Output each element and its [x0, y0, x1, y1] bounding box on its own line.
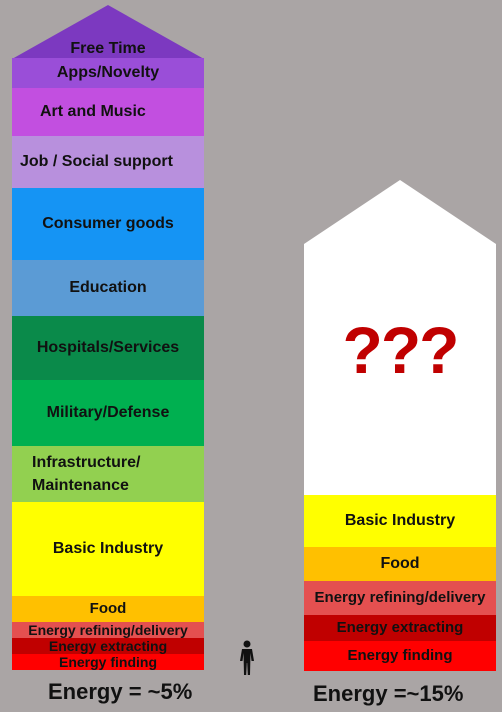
right-layer-extracting-label: Energy extracting [336, 619, 464, 637]
layer-finding-label: Energy finding [59, 653, 157, 670]
right-layer-basic-industry-label: Basic Industry [344, 512, 456, 530]
right-footer: Energy =~15% [313, 681, 463, 707]
layer-hospitals-label: Hospitals/Services [36, 339, 180, 357]
layer-education-label: Education [69, 279, 147, 297]
left-footer-label: Energy = ~5% [48, 679, 193, 704]
layer-food-label: Food [89, 600, 127, 618]
right-layer-food-label: Food [380, 555, 420, 573]
question-marks: ??? [304, 312, 496, 388]
layer-education: Education [12, 260, 204, 316]
right-house-top-shape [304, 180, 496, 495]
layer-job: Job / Social support [12, 136, 204, 188]
left-footer: Energy = ~5% [48, 679, 192, 705]
right-layer-refining: Energy refining/delivery [304, 581, 496, 615]
layer-basic-industry-label: Basic Industry [52, 540, 164, 558]
person-icon [240, 640, 254, 675]
right-layer-extracting: Energy extracting [304, 615, 496, 641]
layer-consumer-label: Consumer goods [42, 215, 174, 233]
layer-job-label: Job / Social support [20, 153, 173, 171]
layer-infrastructure-label-1: Infrastructure/ [32, 453, 141, 471]
person-head [243, 640, 251, 648]
layer-free-time-label: Free Time [70, 40, 146, 58]
layer-art-label: Art and Music [40, 103, 146, 121]
right-layer-food: Food [304, 547, 496, 581]
right-footer-label: Energy =~15% [313, 681, 464, 706]
layer-extracting: Energy extracting [12, 638, 204, 654]
layer-free-time: Free Time [12, 40, 204, 58]
layer-food: Food [12, 596, 204, 622]
layer-refining-label: Energy refining/delivery [28, 621, 188, 638]
layer-refining: Energy refining/delivery [12, 622, 204, 638]
layer-apps-label: Apps/Novelty [56, 64, 160, 82]
layer-hospitals: Hospitals/Services [12, 316, 204, 380]
layer-finding: Energy finding [12, 654, 204, 670]
layer-infrastructure-label-2: Maintenance [32, 477, 129, 494]
layer-basic-industry: Basic Industry [12, 502, 204, 596]
right-house-top [304, 180, 496, 495]
left-roof [12, 5, 204, 59]
right-layer-basic-industry: Basic Industry [304, 495, 496, 547]
left-roof-shape [12, 5, 204, 59]
layer-military: Military/Defense [12, 380, 204, 446]
layer-military-label: Military/Defense [46, 404, 170, 422]
layer-apps: Apps/Novelty [12, 58, 204, 88]
right-layer-finding: Energy finding [304, 641, 496, 671]
layer-extracting-label: Energy extracting [48, 637, 168, 654]
question-marks-label: ??? [342, 313, 460, 387]
person-body [240, 649, 254, 675]
layer-consumer: Consumer goods [12, 188, 204, 260]
layer-infrastructure: Infrastructure/ Maintenance [12, 446, 204, 502]
right-layer-finding-label: Energy finding [347, 647, 453, 665]
layer-infrastructure-text: Infrastructure/ Maintenance [32, 451, 140, 497]
right-layer-refining-label: Energy refining/delivery [314, 589, 486, 607]
layer-art: Art and Music [12, 88, 204, 136]
